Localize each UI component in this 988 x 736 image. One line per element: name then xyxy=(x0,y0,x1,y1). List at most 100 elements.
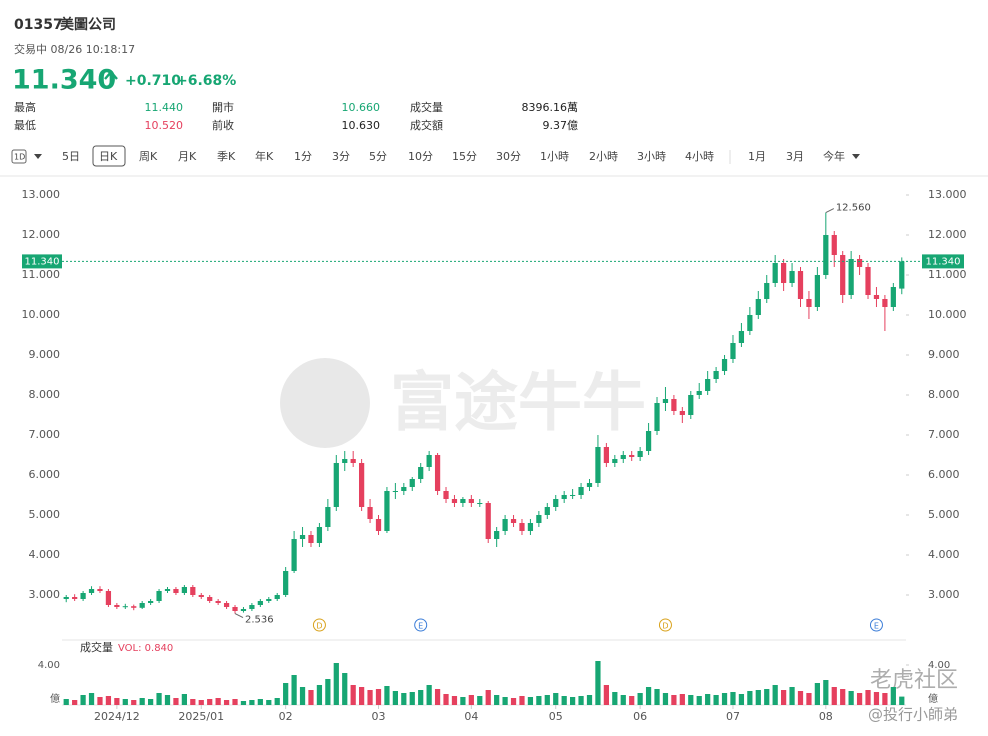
volume-bar xyxy=(333,663,339,705)
volume-bar xyxy=(88,693,95,705)
volume-bar xyxy=(350,685,356,705)
candle-body xyxy=(274,595,280,599)
volume-bar xyxy=(654,689,660,705)
candle-body xyxy=(494,531,500,539)
volume-tick-label: 4.00 xyxy=(38,660,60,671)
volume-bar xyxy=(510,698,517,705)
volume-bar xyxy=(527,697,534,705)
candle-body xyxy=(637,451,643,457)
y-tick-label: 3.000 xyxy=(29,588,61,601)
candle-body xyxy=(164,589,171,591)
max-label: 12.560 xyxy=(836,203,871,214)
candle-body xyxy=(814,275,820,307)
toolbar-icon-frame xyxy=(11,149,27,164)
volume-bar xyxy=(781,690,787,705)
toolbar-tab[interactable]: 日K xyxy=(99,150,118,163)
toolbar-tab[interactable]: 30分 xyxy=(496,150,521,163)
toolbar-tab[interactable]: 月K xyxy=(178,150,197,163)
y-tick-label-right: 5.000 xyxy=(928,508,960,521)
x-tick-label: 2024/12 xyxy=(94,710,140,723)
toolbar-tab[interactable]: 今年 xyxy=(823,149,845,163)
volume-bar xyxy=(451,696,458,705)
volume-bar xyxy=(316,685,323,705)
toolbar-tab[interactable]: 5分 xyxy=(369,150,387,163)
stat-value: 8396.16萬 xyxy=(522,101,579,114)
volume-bar xyxy=(755,690,761,705)
toolbar-tab[interactable]: 年K xyxy=(255,149,274,163)
stat-value: 9.37億 xyxy=(543,119,579,132)
stat-label: 最高 xyxy=(14,100,36,114)
y-tick-label: 11.000 xyxy=(22,268,61,281)
toolbar-tab[interactable]: 周K xyxy=(139,150,158,163)
volume-bar xyxy=(823,680,829,705)
candle-body xyxy=(148,601,154,603)
volume-bar xyxy=(848,691,854,705)
candle-body xyxy=(367,507,373,519)
y-tick-label: 8.000 xyxy=(29,388,61,401)
volume-bar xyxy=(662,693,669,705)
toolbar-tab[interactable]: 1月 xyxy=(748,150,766,163)
volume-bar xyxy=(384,686,390,705)
volume-bar xyxy=(578,696,584,705)
last-price-label: 11.340 xyxy=(926,256,961,267)
change-pct: +6.68% xyxy=(176,73,236,89)
candle-body xyxy=(848,259,854,295)
candle-body xyxy=(384,491,390,531)
up-arrow xyxy=(104,70,118,87)
volume-bar xyxy=(291,675,297,705)
toolbar-tab[interactable]: 3月 xyxy=(786,150,804,163)
y-tick-label: 5.000 xyxy=(29,508,61,521)
candle-body xyxy=(527,523,534,531)
toolbar-tab[interactable]: 1分 xyxy=(294,150,312,163)
y-tick-label: 4.000 xyxy=(29,548,61,561)
candle-body xyxy=(721,359,728,371)
y-tick-label-right: 12.000 xyxy=(928,228,967,241)
candle-body xyxy=(443,491,449,499)
candle-body xyxy=(586,483,593,487)
volume-bar xyxy=(418,690,424,705)
volume-bar xyxy=(266,700,272,705)
volume-bar xyxy=(629,696,635,705)
toolbar-tab[interactable]: 4小時 xyxy=(685,150,714,163)
last-price-box xyxy=(22,254,62,269)
toolbar-tab[interactable]: 3小時 xyxy=(637,150,666,163)
volume-label: VOL: 0.840 xyxy=(118,643,173,654)
volume-bar xyxy=(240,701,247,705)
volume-bar xyxy=(890,687,896,705)
volume-bar xyxy=(519,696,525,705)
volume-bar xyxy=(797,691,804,705)
candle-body xyxy=(139,603,145,608)
candle-body xyxy=(375,519,382,531)
x-tick-label: 04 xyxy=(464,710,478,723)
volume-bar xyxy=(840,689,846,705)
toolbar-tab[interactable]: 15分 xyxy=(452,150,477,163)
toolbar-tab[interactable]: 10分 xyxy=(408,150,433,163)
candle-body xyxy=(249,605,255,609)
toolbar-tab[interactable]: 3分 xyxy=(332,150,350,163)
volume-bar xyxy=(772,685,778,705)
volume-bar xyxy=(164,695,171,705)
x-tick-label: 07 xyxy=(726,710,740,723)
toolbar-tab[interactable]: 2小時 xyxy=(589,150,618,163)
volume-bar xyxy=(249,700,255,705)
toolbar-tab[interactable]: 5日 xyxy=(62,150,80,163)
volume-bar xyxy=(730,692,736,705)
x-tick-label: 06 xyxy=(633,710,647,723)
toolbar-tab[interactable]: 1小時 xyxy=(540,150,569,163)
candle-body xyxy=(131,606,137,608)
volume-bar xyxy=(738,694,745,705)
volume-bar xyxy=(139,698,145,705)
stat-value: 10.520 xyxy=(145,119,184,132)
candle-body xyxy=(215,601,221,603)
candle-body xyxy=(747,315,753,331)
candle-body xyxy=(797,271,804,299)
volume-bar xyxy=(713,695,719,705)
volume-bar xyxy=(721,693,728,705)
toolbar-tab[interactable]: 1D xyxy=(14,153,25,162)
toolbar-tab[interactable]: 季K xyxy=(217,150,236,163)
volume-bar xyxy=(232,699,238,705)
volume-bar xyxy=(570,697,576,705)
y-tick-label-right: 11.000 xyxy=(928,268,967,281)
candle-body xyxy=(612,459,618,463)
brand: 老虎社区 xyxy=(870,668,958,693)
